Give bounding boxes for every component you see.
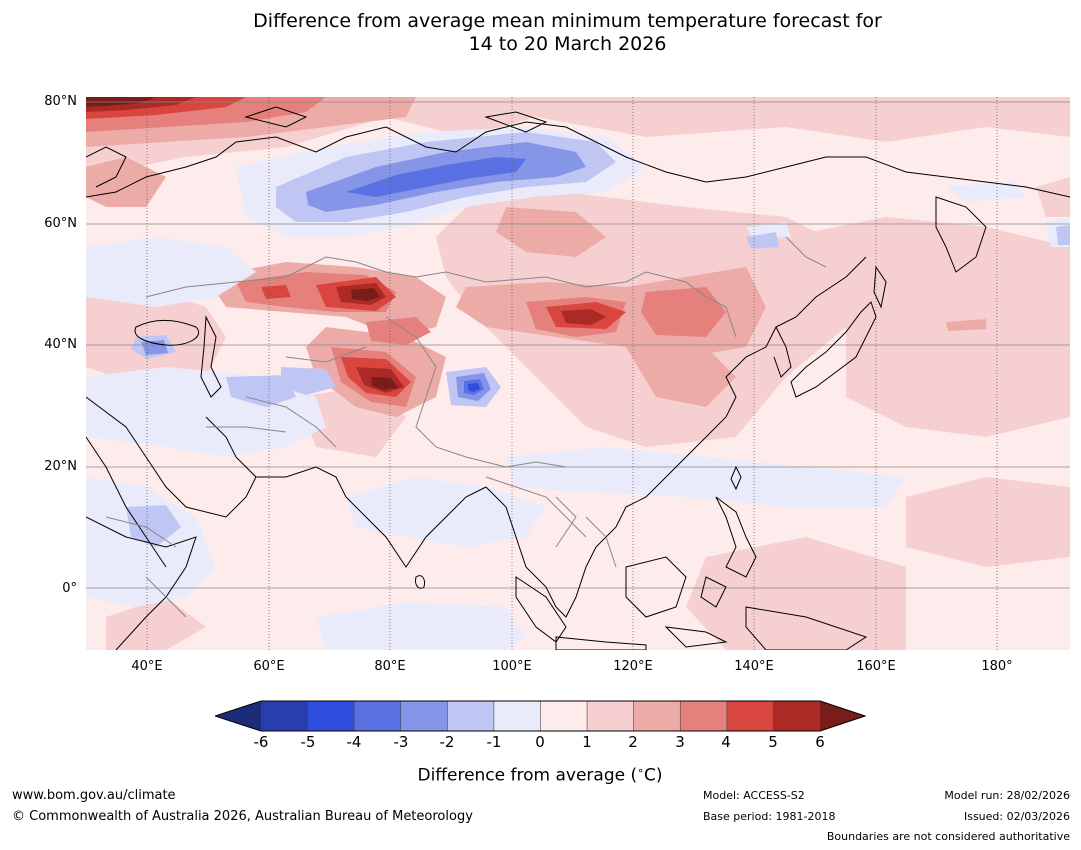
colorbar-label-minus-4: -4 — [346, 733, 362, 751]
colorbar-title: Difference from average (∘C) — [417, 761, 662, 786]
country-boundaries — [105, 236, 827, 618]
temperature-anomaly-map — [86, 97, 1070, 650]
colorbar-segment — [400, 701, 448, 731]
colorbar-label-0: 0 — [535, 733, 545, 751]
footer-issued: Issued: 02/03/2026 — [963, 810, 1070, 823]
colorbar-label-6: 6 — [815, 733, 825, 751]
colorbar-segment — [493, 701, 541, 731]
colorbar-label-4: 4 — [721, 733, 731, 751]
lat-label-20n: 20°N — [44, 459, 77, 474]
colorbar-title-text: Difference from average ( — [417, 765, 638, 786]
longitude-gridlines — [146, 97, 998, 650]
lat-label-40n: 40°N — [44, 337, 77, 352]
colorbar — [215, 700, 866, 732]
lon-label-60e: 60°E — [253, 659, 285, 674]
colorbar-label-minus-3: -3 — [393, 733, 409, 751]
colorbar-title-degree: ∘ — [637, 764, 645, 777]
lon-label-40e: 40°E — [131, 659, 163, 674]
colorbar-segment — [307, 701, 355, 731]
lon-label-80e: 80°E — [374, 659, 406, 674]
colorbar-extend-min — [215, 701, 261, 731]
footer-boundaries-note: Boundaries are not considered authoritat… — [826, 830, 1070, 843]
cool-field-minus-4-5 — [468, 383, 480, 392]
colorbar-segment — [680, 701, 728, 731]
lat-label-80n: 80°N — [44, 94, 77, 109]
warm-field-3-4 — [86, 97, 726, 407]
colorbar-outline — [215, 700, 866, 732]
colorbar-segment — [261, 701, 309, 731]
latitude-gridlines — [86, 101, 1070, 589]
colorbar-label-5: 5 — [768, 733, 778, 751]
colorbar-label-1: 1 — [582, 733, 592, 751]
colorbar-segment — [354, 701, 402, 731]
colorbar-label-minus-1: -1 — [486, 733, 502, 751]
lon-label-120e: 120°E — [613, 659, 653, 674]
colorbar-segment — [773, 701, 821, 731]
lon-label-140e: 140°E — [734, 659, 774, 674]
colorbar-label-2: 2 — [628, 733, 638, 751]
colorbar-segment — [633, 701, 681, 731]
colorbar-label-minus-6: -6 — [253, 733, 269, 751]
map-title-line-2: 14 to 20 March 2026 — [468, 33, 667, 55]
footer-base-period: Base period: 1981-2018 — [703, 810, 836, 823]
colorbar-segment — [447, 701, 495, 731]
colorbar-label-3: 3 — [675, 733, 685, 751]
footer-model-run: Model run: 28/02/2026 — [944, 789, 1070, 802]
footer-model: Model: ACCESS-S2 — [703, 789, 805, 802]
footer-copyright: © Commonwealth of Australia 2026, Austra… — [12, 809, 473, 824]
map-canvas — [86, 97, 1070, 650]
lat-label-60n: 60°N — [44, 216, 77, 231]
coastlines — [86, 106, 1070, 650]
lat-label-0: 0° — [62, 581, 77, 596]
colorbar-segment — [540, 701, 588, 731]
map-title-line-1: Difference from average mean minimum tem… — [253, 10, 882, 32]
lon-label-180: 180° — [981, 659, 1013, 674]
colorbar-label-minus-5: -5 — [300, 733, 316, 751]
colorbar-title-unit: C) — [644, 765, 663, 786]
lon-label-160e: 160°E — [856, 659, 896, 674]
colorbar-label-minus-2: -2 — [439, 733, 455, 751]
lon-label-100e: 100°E — [492, 659, 532, 674]
colorbar-segment — [726, 701, 774, 731]
colorbar-extend-max — [820, 701, 865, 731]
footer-url: www.bom.gov.au/climate — [12, 788, 176, 803]
colorbar-segments — [215, 701, 865, 731]
warm-field-1-2 — [86, 97, 1070, 650]
colorbar-segment — [587, 701, 635, 731]
